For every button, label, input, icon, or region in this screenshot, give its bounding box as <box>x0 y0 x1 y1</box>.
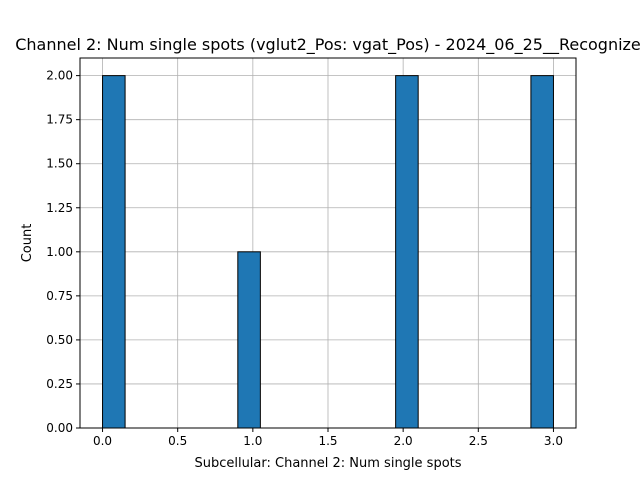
histogram-bar <box>530 75 554 429</box>
y-tick-label: 1.00 <box>46 245 73 259</box>
y-tick-label: 1.75 <box>46 113 73 127</box>
y-tick-label: 0.25 <box>46 377 73 391</box>
chart-title: Channel 2: Num single spots (vglut2_Pos:… <box>15 35 640 55</box>
y-tick-label: 1.25 <box>46 201 73 215</box>
y-tick-label: 1.50 <box>46 157 73 171</box>
y-axis-ticks: 0.00 0.25 0.50 0.75 1.00 1.25 1.50 1.75 2.00 <box>46 69 80 435</box>
histogram-bar <box>237 251 261 429</box>
x-tick-label: 0.0 <box>93 434 112 448</box>
y-axis-label: Count <box>20 224 35 263</box>
x-tick-label: 2.0 <box>394 434 413 448</box>
x-tick-label: 0.5 <box>168 434 187 448</box>
histogram-bar <box>395 75 419 429</box>
x-tick-label: 1.5 <box>318 434 337 448</box>
bars <box>102 75 554 429</box>
x-tick-label: 2.5 <box>469 434 488 448</box>
y-tick-label: 0.50 <box>46 333 73 347</box>
x-axis-ticks: 0.0 0.5 1.0 1.5 2.0 2.5 3.0 <box>93 428 563 448</box>
x-tick-label: 1.0 <box>243 434 262 448</box>
histogram-bar <box>102 75 126 429</box>
y-tick-label: 2.00 <box>46 69 73 83</box>
x-axis-label: Subcellular: Channel 2: Num single spots <box>194 456 461 471</box>
x-tick-label: 3.0 <box>544 434 563 448</box>
y-tick-label: 0.00 <box>46 421 73 435</box>
y-tick-label: 0.75 <box>46 289 73 303</box>
